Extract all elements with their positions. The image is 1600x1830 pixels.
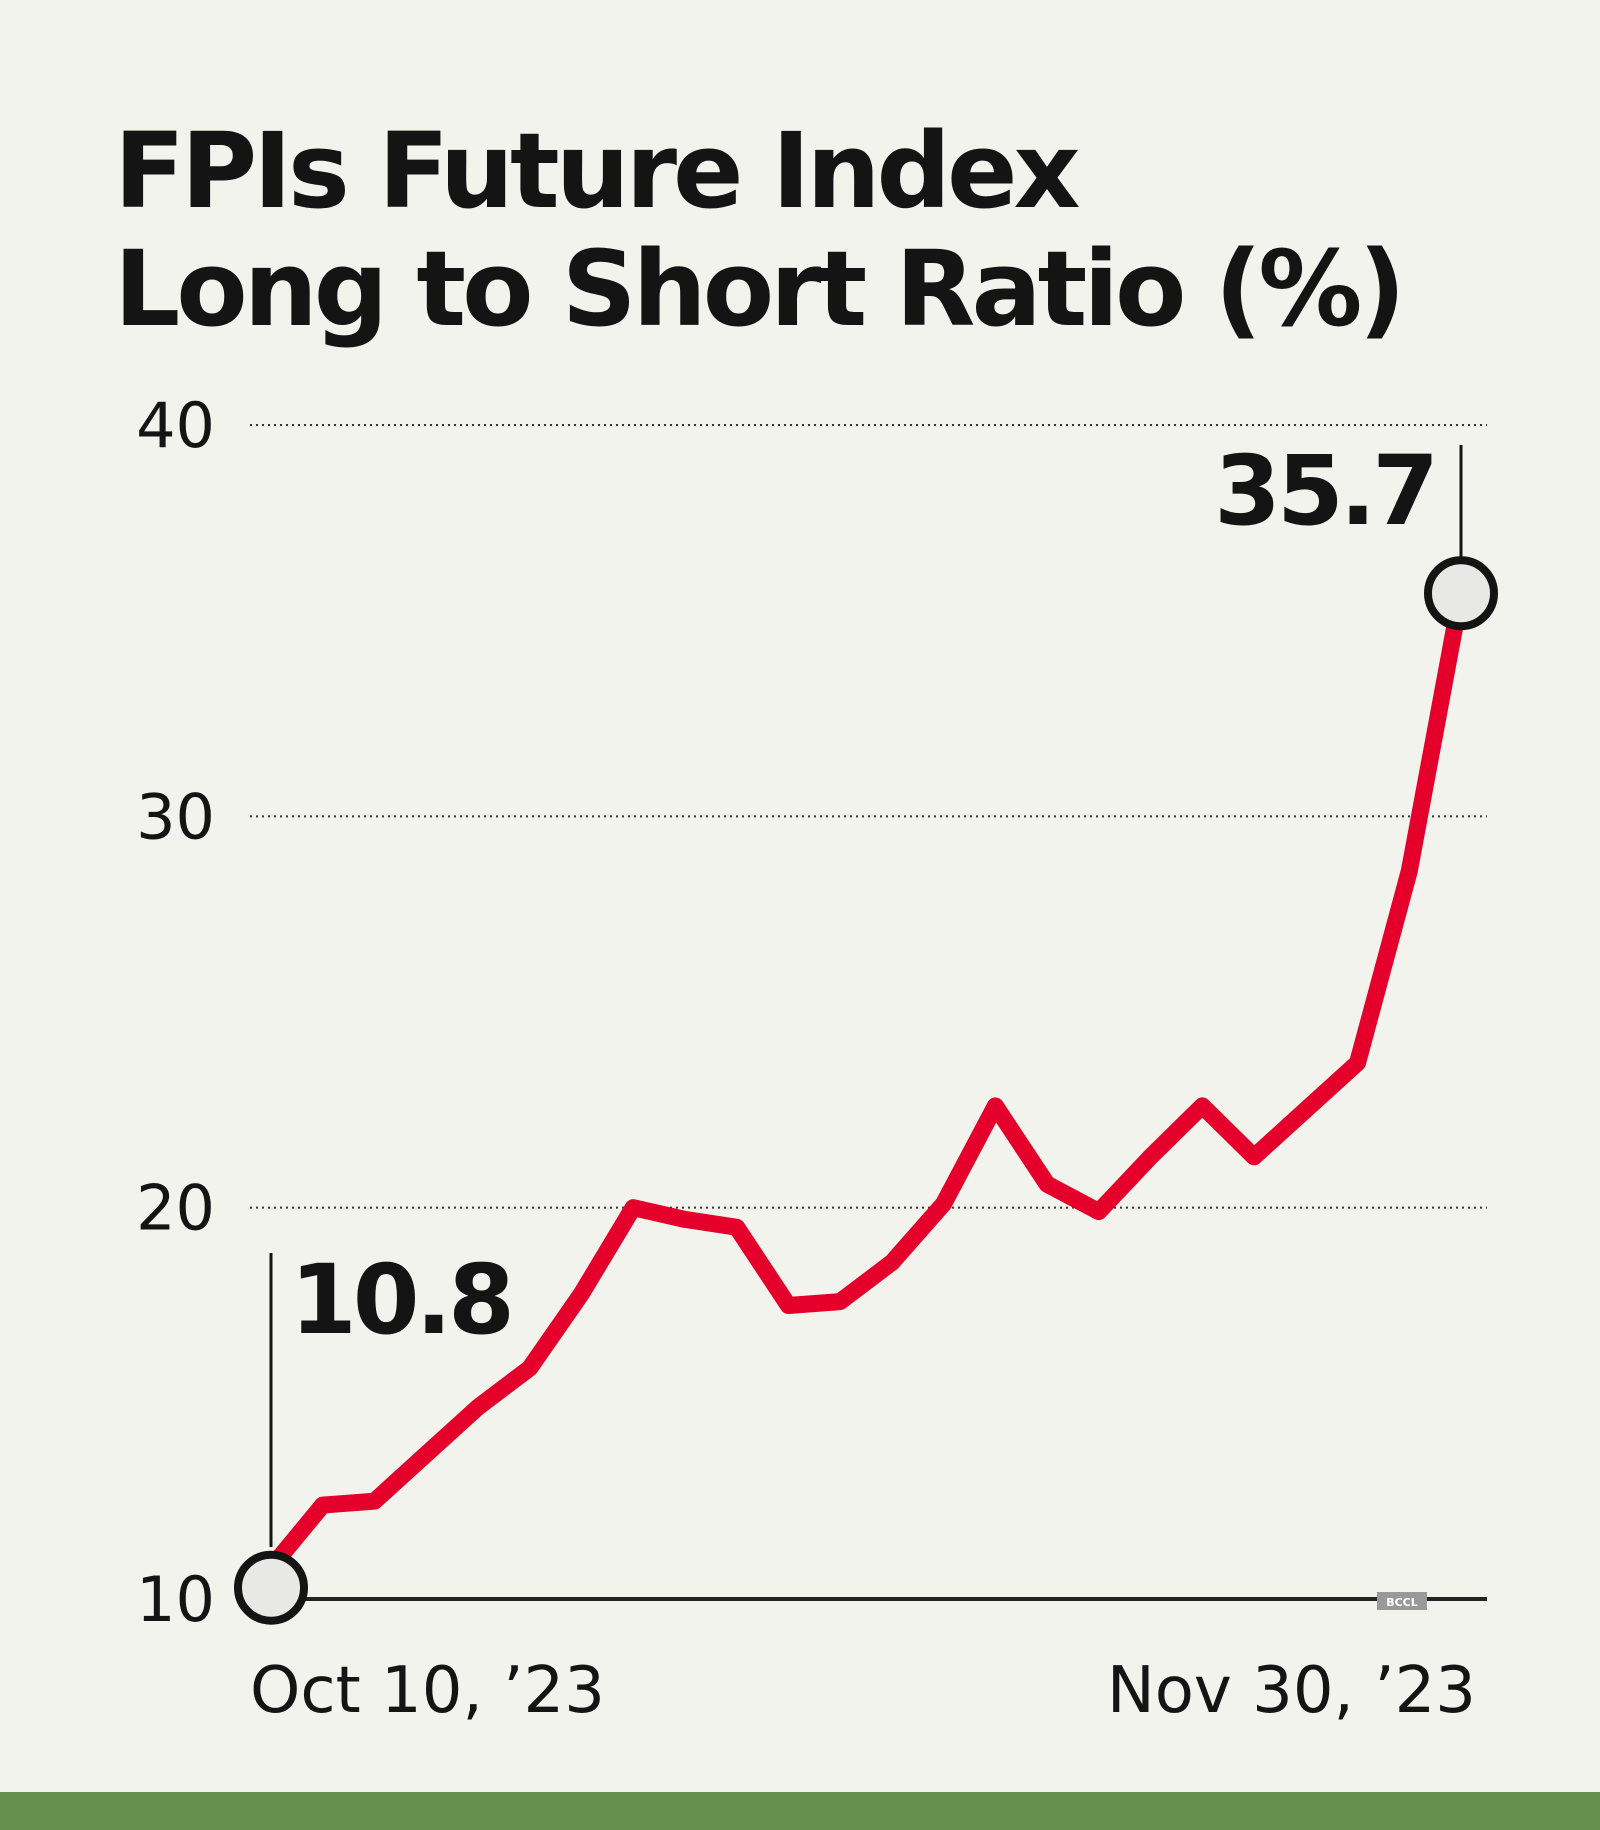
y-tick-label: 30 <box>136 780 215 853</box>
start-marker <box>234 1550 308 1625</box>
x-tick-label-start: Oct 10, ’23 <box>250 1654 605 1728</box>
y-tick-label: 20 <box>136 1172 215 1245</box>
end-marker <box>1424 556 1498 631</box>
y-tick-label: 40 <box>136 389 215 462</box>
data-label-start: 10.8 <box>290 1244 511 1356</box>
series-line <box>262 584 1470 1577</box>
bccl-watermark <box>1377 1592 1427 1610</box>
data-label-end: 35.7 <box>1214 435 1435 547</box>
y-tick-label: 10 <box>136 1563 215 1636</box>
title-line-1: FPIs Future Index <box>114 110 1081 232</box>
title-line-2: Long to Short Ratio (%) <box>114 228 1406 350</box>
chart-title: FPIs Future Index Long to Short Ratio (%… <box>114 110 1406 350</box>
footer-band <box>0 1792 1600 1830</box>
bccl-watermark-text: BCCL <box>1386 1596 1418 1609</box>
x-tick-label-end: Nov 30, ’23 <box>1107 1654 1476 1728</box>
